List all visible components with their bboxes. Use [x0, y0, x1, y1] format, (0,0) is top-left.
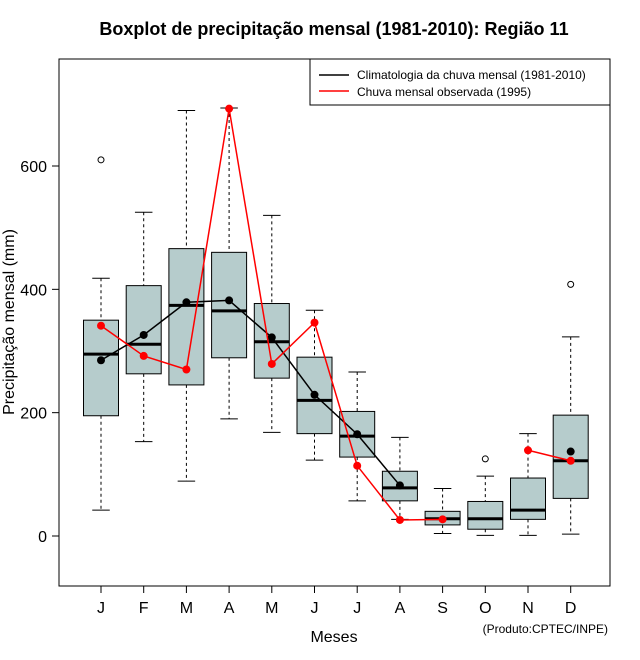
- box-11: [510, 433, 546, 536]
- series-point: [97, 356, 105, 365]
- box-8: [381, 436, 418, 520]
- series-point: [353, 461, 362, 470]
- series-observed: [97, 104, 575, 524]
- box-4: [211, 107, 248, 420]
- legend-box: [309, 58, 611, 106]
- series-point: [267, 333, 276, 342]
- box-iqr: [510, 477, 546, 520]
- box-iqr: [211, 251, 248, 359]
- series-point: [438, 515, 447, 524]
- outlier-point: [481, 455, 489, 463]
- legend: Climatologia da chuva mensal (1981-2010)…: [309, 58, 611, 106]
- box-9: [424, 488, 461, 535]
- x-tick-label: O: [479, 600, 491, 617]
- series-point: [139, 351, 148, 360]
- x-tick-label: D: [565, 600, 577, 617]
- box-1: [83, 156, 119, 511]
- series-point: [353, 430, 362, 439]
- x-tick-label: N: [522, 600, 534, 617]
- boxes-layer: [83, 107, 589, 536]
- box-iqr: [168, 248, 205, 386]
- box-iqr: [552, 414, 589, 499]
- outlier-point: [97, 156, 105, 164]
- outlier-point: [567, 280, 575, 288]
- series-point: [97, 321, 105, 330]
- x-tick-label: S: [437, 600, 448, 617]
- series-point: [139, 330, 148, 339]
- axes-layer: 0 200 400 600 J F M A M J J A S O N D: [20, 159, 576, 617]
- x-tick-label: J: [311, 600, 319, 617]
- series-point: [267, 359, 276, 368]
- legend-label-climatology: Climatologia da chuva mensal (1981-2010): [357, 68, 586, 82]
- y-axis-label: Precipitação mensal (mm): [1, 229, 18, 415]
- legend-label-observed: Chuva mensal observada (1995): [357, 85, 531, 99]
- y-tick-label: 600: [20, 159, 47, 176]
- box-12: [552, 280, 589, 535]
- series-point: [524, 446, 532, 455]
- series-climatology: [97, 296, 575, 490]
- series-line: [527, 449, 571, 462]
- x-axis-label: Meses: [310, 629, 357, 646]
- series-point: [395, 515, 404, 524]
- series-point: [182, 365, 191, 374]
- series-point: [395, 481, 404, 490]
- y-tick-label: 400: [20, 282, 47, 299]
- box-5: [253, 214, 290, 433]
- x-tick-label: J: [97, 600, 105, 617]
- x-tick-label: A: [395, 600, 406, 617]
- x-tick-label: A: [224, 600, 235, 617]
- series-line: [100, 299, 401, 486]
- box-6: [296, 309, 333, 461]
- box-iqr: [467, 500, 504, 530]
- series-point: [182, 298, 191, 307]
- series-layer: [97, 104, 575, 524]
- x-tick-label: M: [265, 600, 278, 617]
- box-3: [168, 110, 205, 482]
- box-10: [467, 455, 504, 536]
- box-iqr: [83, 319, 119, 417]
- box-2: [125, 211, 162, 443]
- x-tick-label: F: [139, 600, 149, 617]
- series-point: [310, 390, 319, 399]
- chart-title: Boxplot de precipitação mensal (1981-201…: [99, 19, 568, 39]
- y-tick-label: 200: [20, 406, 47, 423]
- x-tick-label: M: [180, 600, 193, 617]
- y-tick-label: 0: [38, 529, 47, 546]
- series-point: [310, 318, 319, 327]
- product-credit: (Produto:CPTEC/INPE): [483, 622, 608, 636]
- x-tick-label: J: [353, 600, 361, 617]
- series-point: [566, 456, 575, 465]
- series-point: [225, 104, 234, 113]
- series-point: [566, 447, 575, 456]
- series-point: [225, 296, 234, 305]
